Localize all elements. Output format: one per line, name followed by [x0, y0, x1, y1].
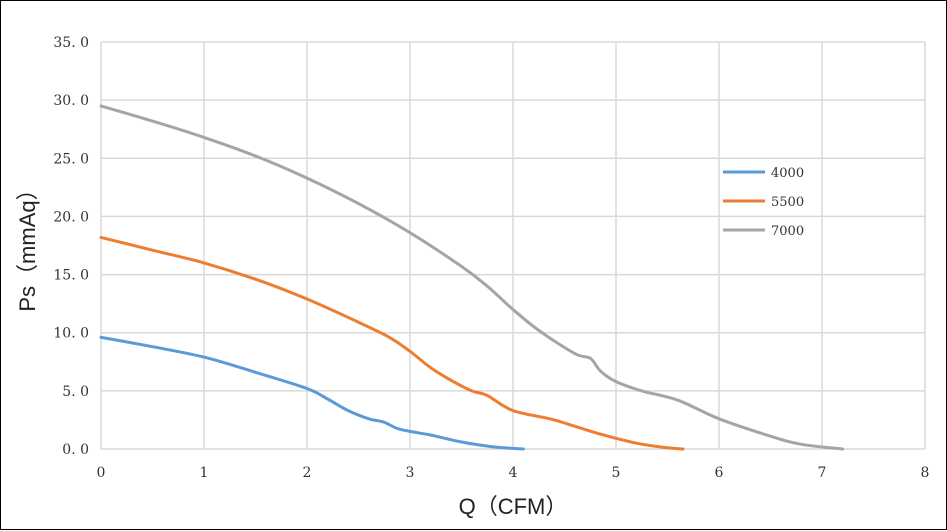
x-axis-title: Q（CFM）	[459, 494, 568, 519]
x-tick-label: 2	[303, 465, 312, 481]
y-tick-label: 15. 0	[53, 268, 89, 284]
y-tick-label: 5. 0	[62, 384, 89, 400]
series-line-7000	[99, 104, 845, 451]
x-tick-label: 4	[509, 465, 518, 481]
y-tick-label: 35. 0	[53, 35, 89, 51]
x-tick-label: 8	[921, 465, 930, 481]
y-tick-labels: 0. 0 5. 0 10. 0 15. 0 20. 0 25. 0 30. 0 35. 0	[53, 35, 89, 458]
x-tick-label: 7	[818, 465, 827, 481]
legend-label-5500: 5500	[771, 195, 804, 210]
series-line-5500	[99, 235, 685, 451]
x-tick-label: 6	[715, 465, 724, 481]
series-line-4000	[99, 335, 525, 451]
gridlines	[100, 41, 926, 450]
y-tick-label: 10. 0	[53, 326, 89, 342]
x-tick-label: 5	[612, 465, 621, 481]
y-tick-label: 25. 0	[53, 151, 89, 167]
y-axis-title: Ps（mmAq）	[15, 178, 40, 311]
y-tick-label: 20. 0	[53, 209, 89, 225]
x-tick-label: 3	[406, 465, 415, 481]
legend: 4000 5500 7000	[723, 166, 804, 239]
x-tick-label: 0	[97, 465, 106, 481]
legend-label-4000: 4000	[771, 166, 804, 181]
legend-label-7000: 7000	[771, 224, 804, 239]
series-lines	[99, 104, 845, 451]
y-tick-label: 30. 0	[53, 93, 89, 109]
y-tick-label: 0. 0	[62, 442, 89, 458]
x-tick-labels: 0 1 2 3 4 5 6 7 8	[97, 465, 930, 481]
x-tick-label: 1	[200, 465, 209, 481]
